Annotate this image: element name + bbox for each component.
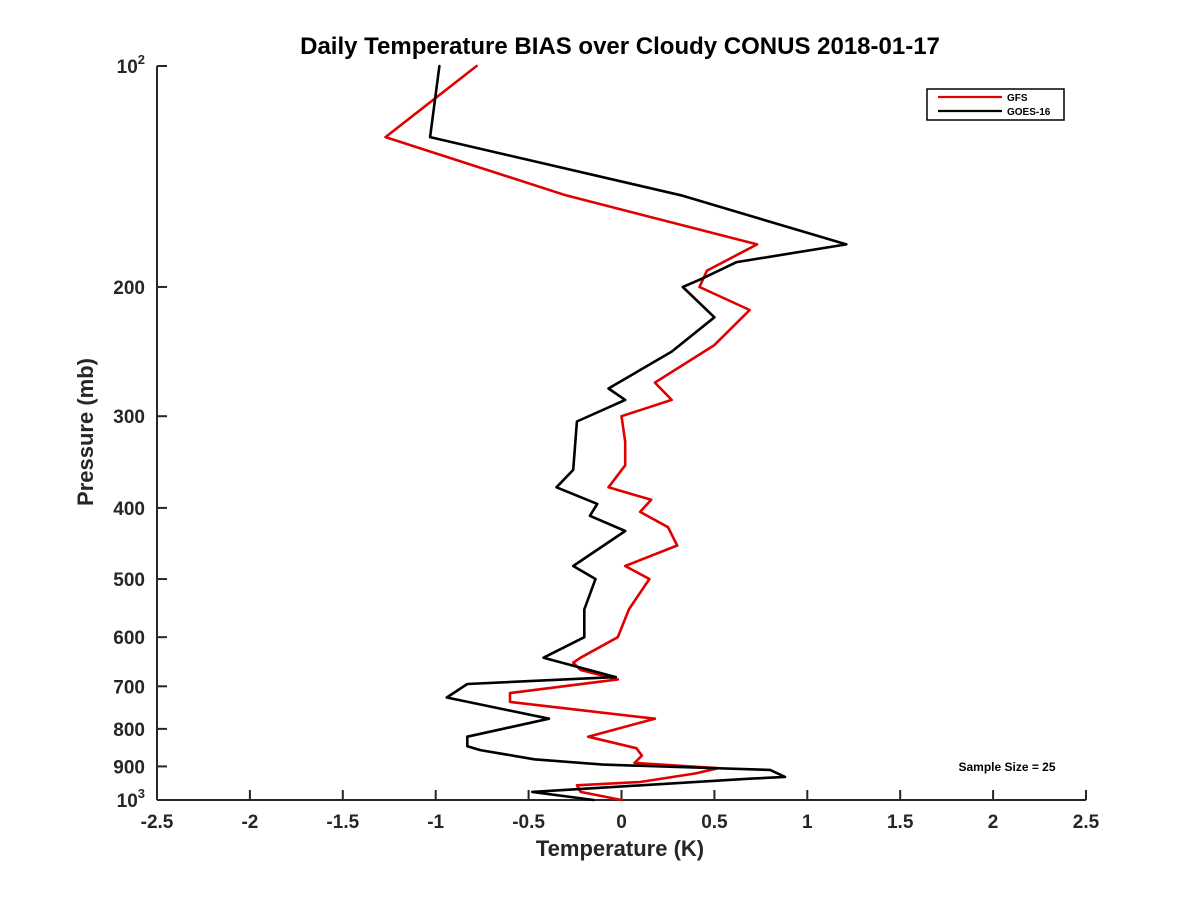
- x-tick-label: -1: [427, 812, 444, 833]
- y-tick-label: 800: [113, 720, 145, 741]
- y-tick-label: 102: [117, 52, 145, 78]
- sample-size-annotation: Sample Size = 25: [958, 760, 1055, 774]
- legend-box: [926, 88, 1065, 121]
- y-tick-label: 900: [113, 757, 145, 778]
- y-tick-label: 500: [113, 570, 145, 591]
- x-tick-label: 1: [802, 812, 813, 833]
- y-tick-label: 200: [113, 278, 145, 299]
- x-tick-label: 0.5: [701, 812, 728, 833]
- legend-label-gfs: GFS: [1007, 93, 1028, 104]
- x-tick-label: -2.5: [141, 812, 174, 833]
- x-tick-label: 1.5: [887, 812, 914, 833]
- x-tick-label: 2.5: [1073, 812, 1100, 833]
- x-tick-label: -2: [241, 812, 258, 833]
- y-tick-label: 300: [113, 407, 145, 428]
- legend-label-goes16: GOES-16: [1007, 107, 1051, 118]
- x-tick-label: 2: [988, 812, 999, 833]
- y-tick-label: 400: [113, 499, 145, 520]
- plot-area: -2.5 -2 -1.5 -1 -0.5 0 0.5 1 1.5 2 2.5 102 200 300 400…: [113, 52, 1099, 833]
- series-line-gfs: [384, 64, 759, 802]
- series-line-goes16: [428, 64, 848, 802]
- y-tick-label: 600: [113, 628, 145, 649]
- x-tick-label: -0.5: [512, 812, 545, 833]
- x-tick-label: 0: [616, 812, 627, 833]
- x-axis-label: Temperature (K): [536, 836, 704, 861]
- y-tick-label: 103: [117, 786, 145, 812]
- x-tick-label: -1.5: [326, 812, 359, 833]
- chart-title: Daily Temperature BIAS over Cloudy CONUS…: [300, 33, 940, 60]
- y-tick-label: 700: [113, 677, 145, 698]
- legend: GFS GOES-16: [926, 88, 1065, 121]
- y-axis-label: Pressure (mb): [73, 358, 98, 506]
